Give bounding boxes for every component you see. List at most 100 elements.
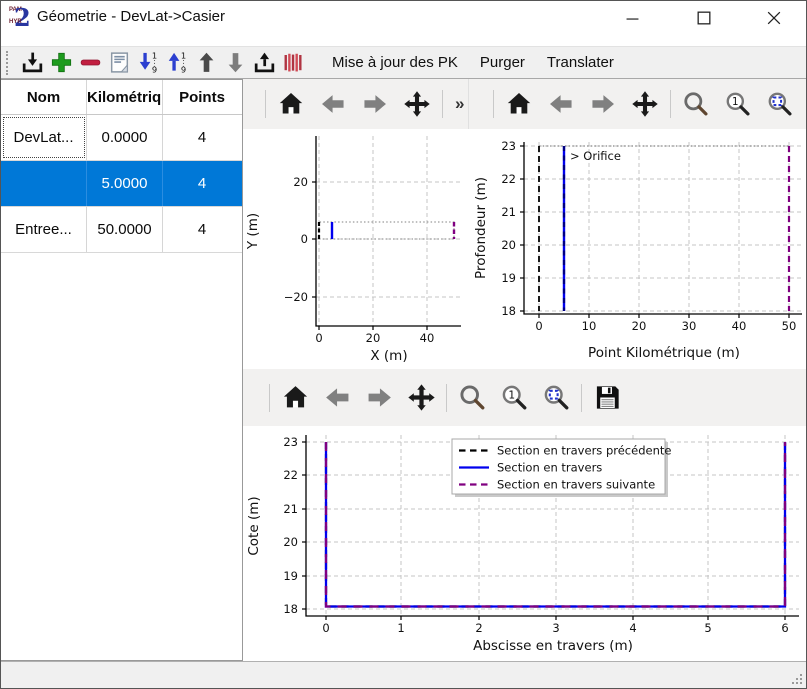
separator <box>446 383 447 412</box>
toolbar-drag-handle[interactable] <box>6 50 10 75</box>
arrow-left-icon <box>322 95 344 113</box>
tick-label: 1 <box>397 621 404 635</box>
save-figure-button[interactable] <box>592 381 622 415</box>
notes-icon <box>110 52 129 73</box>
section-plot-toolbar <box>243 369 806 426</box>
zoom-icon <box>684 92 708 116</box>
arrow-up-icon <box>199 52 214 72</box>
tick-label: 19 <box>283 569 298 583</box>
pan-button[interactable] <box>406 381 436 415</box>
tick-label: 0 <box>301 232 308 246</box>
minimize-button[interactable] <box>615 5 649 31</box>
header-nom[interactable]: Nom <box>1 80 87 114</box>
tick-label: 40 <box>732 319 747 333</box>
translate-action[interactable]: Translater <box>546 54 614 71</box>
tick-label: 19 <box>501 271 516 285</box>
cell-nom[interactable]: DevLat... <box>1 115 87 160</box>
y-axis-label: Y (m) <box>245 213 261 250</box>
zoom-1to1-button[interactable] <box>499 381 529 415</box>
table-row[interactable]: Entree... 50.0000 4 <box>1 207 242 253</box>
cell-pk[interactable]: 0.0000 <box>87 115 163 160</box>
edit-notes-button[interactable] <box>105 48 134 77</box>
tick-label: 22 <box>501 172 516 186</box>
add-icon <box>51 52 72 73</box>
update-pk-icon-button[interactable] <box>279 48 308 77</box>
home-button[interactable] <box>276 87 306 121</box>
zoom-fit-button[interactable] <box>765 87 795 121</box>
cell-pk[interactable]: 50.0000 <box>87 207 163 252</box>
export-button[interactable] <box>250 48 279 77</box>
cell-nom[interactable] <box>1 161 87 206</box>
tick-label: 40 <box>420 331 435 345</box>
tick-label: 23 <box>501 139 516 153</box>
table-row[interactable]: DevLat... 0.0000 4 <box>1 115 242 161</box>
tick-label: 20 <box>632 319 647 333</box>
arrow-down-icon <box>228 53 243 73</box>
tick-label: 22 <box>283 468 298 482</box>
tick-label: 4 <box>629 621 636 635</box>
tick-label: 2 <box>475 621 482 635</box>
profile-plot-canvas[interactable]: > Orifice 23 22 21 20 19 18 0 10 20 30 4… <box>468 129 807 369</box>
zoom-button[interactable] <box>681 87 711 121</box>
section-plot-canvas[interactable]: 23 22 21 20 19 18 0 1 2 3 4 5 6 Abscisse… <box>243 426 807 661</box>
maximize-button[interactable] <box>687 5 721 31</box>
arrow-right-icon <box>592 95 614 113</box>
home-button[interactable] <box>504 87 534 121</box>
import-icon <box>22 51 43 73</box>
forward-button[interactable] <box>588 87 618 121</box>
main-toolbar: Mise à jour des PK Purger Translater <box>1 46 806 79</box>
close-icon <box>767 11 781 25</box>
cell-points[interactable]: 4 <box>197 221 207 238</box>
move-down-button[interactable] <box>221 48 250 77</box>
header-points[interactable]: Points <box>179 88 225 106</box>
toolbar-overflow-button[interactable]: » <box>455 94 465 113</box>
delete-button[interactable] <box>76 48 105 77</box>
cell-points[interactable]: 4 <box>197 175 207 192</box>
zoom-button[interactable] <box>457 381 487 415</box>
window-title: Géometrie - DevLat->Casier <box>37 8 225 25</box>
sort-descending-icon <box>168 50 187 75</box>
tick-label: 20 <box>366 331 381 345</box>
separator <box>265 90 266 118</box>
tick-label: 20 <box>283 535 298 549</box>
tick-label: 5 <box>704 621 711 635</box>
channel-contour-line <box>318 221 455 240</box>
zoom-fit-button[interactable] <box>541 381 571 415</box>
cell-points[interactable]: 4 <box>197 129 207 146</box>
zoom-fit-icon <box>543 385 568 410</box>
forward-button[interactable] <box>364 381 394 415</box>
sort-descending-button[interactable] <box>163 48 192 77</box>
plan-plot-canvas[interactable]: 20 0 −20 0 20 40 X (m) Y (m) <box>243 129 468 369</box>
close-button[interactable] <box>757 5 791 31</box>
pan-icon <box>407 384 435 411</box>
back-button[interactable] <box>546 87 576 121</box>
home-button[interactable] <box>280 381 310 415</box>
table-row-selected[interactable]: 5.0000 4 <box>1 161 242 207</box>
tick-label: 6 <box>781 621 788 635</box>
orifice-annotation: > Orifice <box>570 149 621 163</box>
pan-icon <box>404 91 430 117</box>
forward-button[interactable] <box>360 87 390 121</box>
cell-pk[interactable]: 5.0000 <box>87 161 163 206</box>
import-button[interactable] <box>18 48 47 77</box>
header-kilometrique[interactable]: Kilométrique <box>87 80 163 114</box>
zoom-1to1-button[interactable] <box>723 87 753 121</box>
zoom-fit-icon <box>768 92 792 116</box>
zoom-1to1-icon <box>726 92 750 116</box>
add-button[interactable] <box>47 48 76 77</box>
cell-nom[interactable]: Entree... <box>1 207 87 252</box>
update-pk-action[interactable]: Mise à jour des PK <box>332 54 458 71</box>
y-axis-label: Cote (m) <box>246 496 262 555</box>
separator <box>670 90 671 118</box>
back-button[interactable] <box>318 87 348 121</box>
delete-icon <box>80 59 101 66</box>
move-up-button[interactable] <box>192 48 221 77</box>
back-button[interactable] <box>322 381 352 415</box>
sort-ascending-button[interactable] <box>134 48 163 77</box>
pan-button[interactable] <box>402 87 432 121</box>
legend[interactable]: Section en travers précédente Section en… <box>451 438 671 497</box>
pan-button[interactable] <box>630 87 660 121</box>
purge-action[interactable]: Purger <box>479 54 525 71</box>
resize-grip[interactable] <box>790 672 802 684</box>
